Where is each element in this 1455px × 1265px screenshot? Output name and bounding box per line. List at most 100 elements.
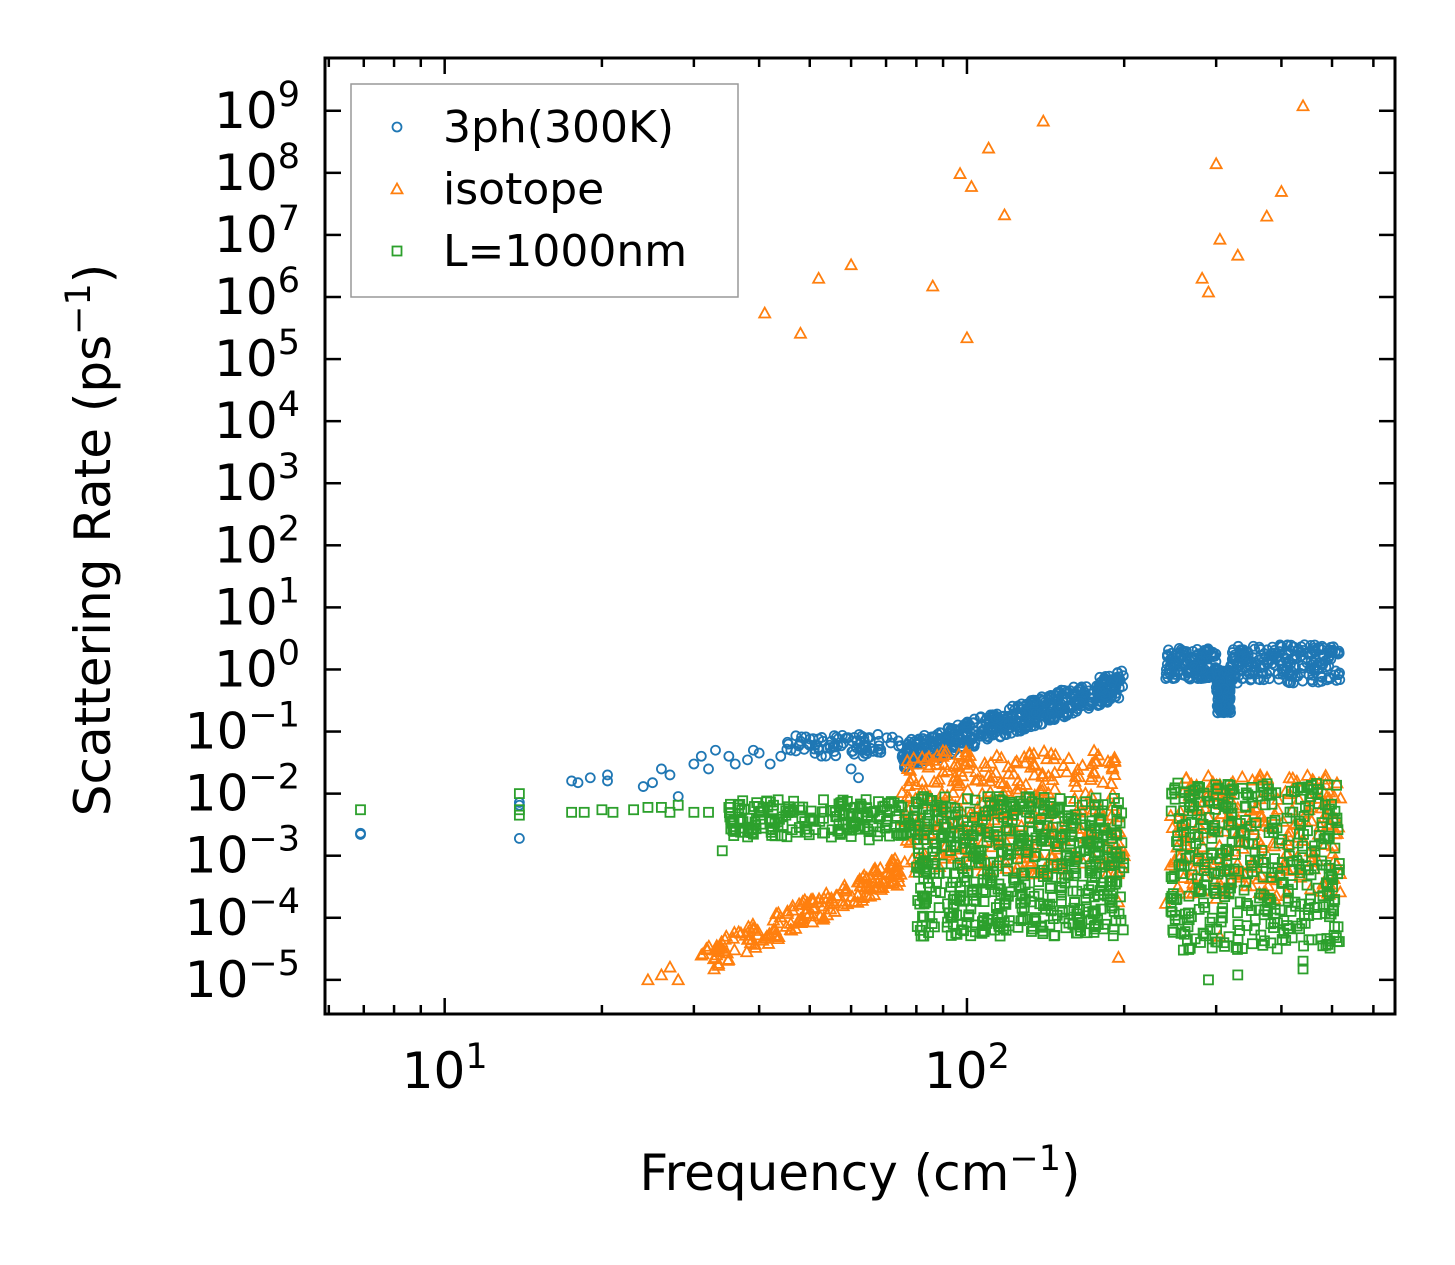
- data-point-square: [1043, 835, 1055, 847]
- data-point-square: [513, 788, 525, 800]
- data-point-triangle: [1085, 756, 1100, 769]
- data-point-circle: [602, 769, 613, 781]
- data-point-square: [1240, 876, 1252, 888]
- data-point-square: [1002, 865, 1014, 877]
- data-point-square: [1110, 828, 1121, 839]
- data-point-circle: [1308, 664, 1320, 675]
- data-point-square: [1016, 902, 1028, 914]
- data-point-square: [859, 821, 871, 833]
- data-point-square: [1210, 779, 1222, 791]
- data-point-square: [1089, 805, 1101, 817]
- data-point-square: [918, 911, 930, 923]
- data-point-square: [991, 860, 1003, 872]
- data-point-square: [1280, 935, 1292, 946]
- data-point-square: [1076, 917, 1088, 928]
- data-point-square: [1069, 897, 1080, 909]
- data-point-circle: [961, 723, 973, 734]
- data-point-square: [981, 837, 993, 848]
- data-point-circle: [1276, 641, 1288, 653]
- data-point-triangle: [847, 894, 862, 908]
- data-point-triangle: [921, 749, 936, 763]
- data-point-square: [1301, 879, 1313, 891]
- data-point-square: [1105, 876, 1117, 888]
- y-tick-label: 10−1: [185, 696, 300, 761]
- data-point-square: [1184, 799, 1196, 811]
- data-point-square: [935, 887, 946, 899]
- data-point-square: [1113, 797, 1124, 809]
- data-point-square: [833, 818, 845, 830]
- data-point-circle: [1308, 642, 1320, 654]
- data-point-circle: [1226, 647, 1238, 658]
- y-tick-label: 100: [214, 633, 300, 698]
- data-point-square: [833, 798, 845, 810]
- data-point-circle: [1291, 646, 1303, 657]
- data-point-square: [1077, 799, 1088, 811]
- data-point-square: [1195, 885, 1207, 897]
- data-point-square: [1029, 850, 1041, 862]
- data-point-square: [911, 921, 923, 932]
- data-point-square: [1090, 862, 1102, 873]
- data-point-triangle: [1013, 777, 1028, 791]
- data-point-triangle: [793, 325, 808, 339]
- data-point-square: [1225, 874, 1237, 886]
- data-point-square: [1178, 826, 1190, 838]
- data-point-triangle: [1075, 758, 1090, 771]
- data-point-square: [862, 811, 874, 823]
- data-point-circle: [835, 740, 847, 752]
- data-point-circle: [1100, 675, 1112, 687]
- data-point-square: [1087, 841, 1099, 853]
- data-point-circle: [1200, 649, 1212, 660]
- data-point-square: [1303, 804, 1315, 816]
- data-point-triangle: [1296, 98, 1311, 112]
- data-point-circle: [820, 750, 832, 762]
- data-point-square: [1073, 914, 1084, 925]
- data-point-square: [1015, 915, 1027, 927]
- data-point-circle: [856, 730, 868, 742]
- data-point-square: [1218, 937, 1230, 949]
- data-point-triangle: [745, 932, 760, 946]
- data-point-square: [998, 923, 1009, 935]
- data-point-triangle: [671, 972, 686, 986]
- data-point-square: [893, 829, 904, 841]
- data-point-square: [776, 830, 788, 842]
- data-point-circle: [723, 750, 735, 762]
- data-point-square: [912, 843, 924, 855]
- data-point-triangle: [902, 773, 917, 787]
- data-point-square: [1299, 917, 1311, 929]
- data-point-square: [1028, 890, 1040, 902]
- data-point-square: [1054, 793, 1066, 804]
- data-point-triangle: [1267, 838, 1282, 852]
- legend-box: [350, 83, 739, 298]
- data-point-square: [1186, 869, 1198, 881]
- data-point-square: [1171, 836, 1182, 847]
- data-point-triangle: [795, 911, 810, 924]
- data-point-square: [1086, 826, 1097, 838]
- data-point-square: [978, 896, 990, 907]
- data-point-square: [1266, 816, 1278, 828]
- data-point-square: [1229, 827, 1241, 838]
- data-point-square: [1117, 924, 1129, 936]
- data-point-square: [1115, 891, 1126, 903]
- data-point-square: [1206, 847, 1217, 859]
- data-point-circle: [986, 722, 998, 734]
- data-point-triangle: [1209, 156, 1224, 170]
- data-point-circle: [1021, 698, 1033, 710]
- data-point-square: [1206, 832, 1218, 844]
- data-point-triangle: [994, 750, 1009, 764]
- data-point-circle: [928, 738, 939, 750]
- data-point-circle: [1252, 673, 1264, 685]
- y-tick-label: 105: [214, 323, 300, 388]
- data-point-square: [939, 791, 951, 803]
- data-point-circle: [993, 712, 1005, 724]
- data-point-triangle: [1259, 208, 1274, 222]
- data-point-square: [1047, 807, 1059, 818]
- data-point-circle: [1059, 711, 1070, 723]
- data-point-square: [782, 807, 794, 819]
- data-point-square: [1033, 819, 1045, 831]
- data-point-square: [1232, 907, 1243, 919]
- data-point-square: [1295, 793, 1307, 805]
- data-point-triangle: [1072, 769, 1087, 783]
- data-point-square: [961, 825, 973, 837]
- data-point-square: [941, 867, 953, 879]
- data-point-triangle: [1008, 755, 1023, 769]
